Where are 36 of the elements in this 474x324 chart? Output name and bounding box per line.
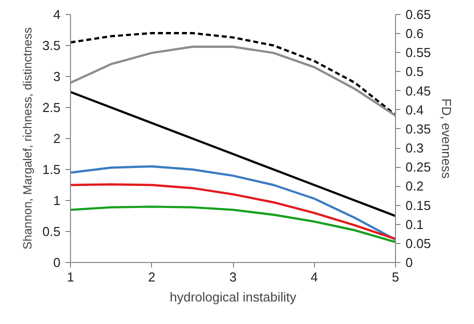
y2-tick-label: 0.25 [406, 160, 431, 175]
x-tick-label: 1 [66, 270, 74, 284]
x-axis-title: hydrological instability [170, 290, 297, 304]
x-tick-label: 3 [229, 270, 237, 284]
y-tick-label: 3.5 [42, 38, 61, 53]
y2-tick-label: 0.35 [406, 121, 431, 136]
y2-tick-label: 0.6 [406, 26, 424, 42]
line-series [70, 90, 396, 218]
y2-tick-label: 0.4 [406, 102, 424, 118]
x-tick-label: 4 [310, 270, 318, 284]
y2-tick-label: 0.05 [406, 236, 431, 251]
y-axis-title: Shannon, Margalef, richness, distinctness [20, 27, 34, 250]
y2-tick-label: 0.5 [406, 64, 424, 80]
y-tick-label: 3 [53, 69, 61, 84]
y-tick-label: 0 [53, 255, 61, 270]
y2-tick-label: 0.2 [406, 178, 424, 194]
y2-tick-label: 0.65 [406, 7, 431, 22]
line-series [70, 32, 396, 116]
y-tick-label: 2.5 [42, 100, 61, 115]
y2-axis-title: FD, evenness [438, 98, 454, 180]
x-tick-label: 2 [148, 270, 156, 284]
line-series [70, 183, 396, 240]
y2-tick-label: 0.15 [406, 198, 431, 213]
y2-tick-label: 0.55 [406, 45, 431, 60]
y-tick-label: 0.5 [42, 224, 61, 239]
y2-tick-label: 0.3 [406, 140, 424, 156]
y-tick-label: 2 [53, 131, 61, 146]
y2-tick-label: 0.1 [406, 216, 424, 232]
x-tick-label: 5 [392, 270, 400, 284]
y-tick-label: 1 [53, 193, 61, 208]
y2-tick-label: 0.45 [406, 83, 431, 98]
y-tick-label: 4 [53, 7, 61, 22]
line-series [70, 206, 396, 244]
y2-tick-label: 0 [406, 255, 413, 270]
y-tick-label: 1.5 [42, 162, 61, 177]
line-series [70, 165, 396, 241]
